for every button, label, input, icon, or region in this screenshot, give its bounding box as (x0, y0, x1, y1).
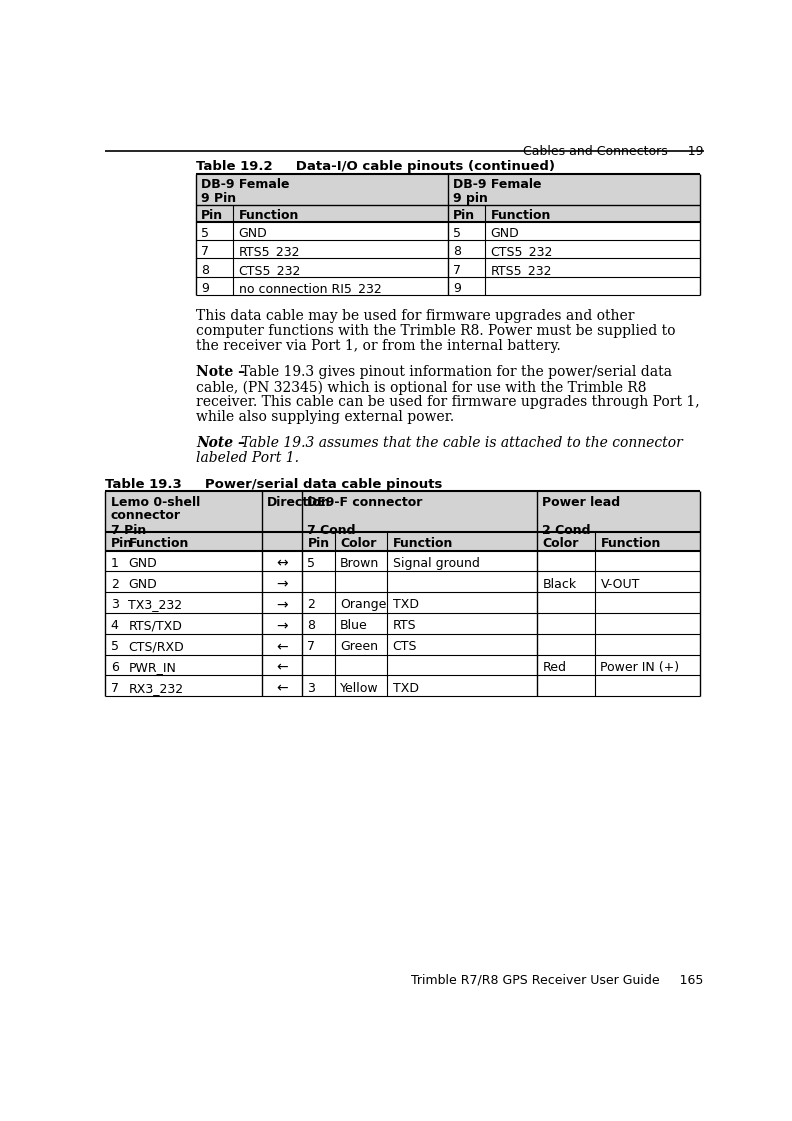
Text: Orange: Orange (340, 599, 386, 611)
Text: Green: Green (340, 640, 378, 654)
Text: Power lead: Power lead (543, 495, 620, 509)
Text: 8: 8 (453, 245, 461, 259)
Text: 7: 7 (201, 245, 209, 259)
Text: 2: 2 (111, 577, 119, 591)
Text: Color: Color (340, 537, 376, 549)
Text: receiver. This cable can be used for firmware upgrades through Port 1,: receiver. This cable can be used for fir… (196, 396, 699, 409)
Text: ←: ← (276, 640, 287, 654)
Text: Trimble R7/R8 GPS Receiver User Guide     165: Trimble R7/R8 GPS Receiver User Guide 16… (411, 973, 703, 986)
Text: 8: 8 (201, 263, 209, 277)
Text: ←: ← (276, 660, 287, 675)
Text: 6: 6 (111, 660, 119, 674)
Text: V-OUT: V-OUT (600, 577, 640, 591)
Text: 8: 8 (307, 619, 315, 632)
Text: Power IN (+): Power IN (+) (600, 660, 680, 674)
Text: 3: 3 (307, 682, 315, 695)
Text: DB-9 Female: DB-9 Female (453, 178, 542, 192)
Text: RX3_232: RX3_232 (128, 682, 184, 695)
Text: Lemo 0-shell: Lemo 0-shell (111, 495, 200, 509)
Bar (105, 532, 699, 550)
Text: →: → (276, 619, 287, 633)
Text: ←: ← (276, 682, 287, 696)
Text: 7: 7 (307, 640, 315, 654)
Text: Function: Function (600, 537, 661, 549)
Text: CTS: CTS (393, 640, 417, 654)
Bar (196, 174, 699, 205)
Text: Yellow: Yellow (340, 682, 379, 695)
Text: →: → (276, 577, 287, 592)
Text: This data cable may be used for firmware upgrades and other: This data cable may be used for firmware… (196, 309, 634, 323)
Text: TXD: TXD (393, 682, 419, 695)
Text: 2: 2 (307, 599, 315, 611)
Text: Function: Function (393, 537, 453, 549)
Text: Table 19.3 gives pinout information for the power/serial data: Table 19.3 gives pinout information for … (241, 365, 672, 379)
Text: RTS5_232: RTS5_232 (238, 245, 300, 259)
Text: 9: 9 (201, 282, 209, 295)
Text: TX3_232: TX3_232 (128, 599, 183, 611)
Text: no connection RI5_232: no connection RI5_232 (238, 282, 381, 295)
Text: Cables and Connectors     19: Cables and Connectors 19 (523, 145, 703, 158)
Text: GND: GND (238, 226, 267, 240)
Text: Function: Function (490, 210, 550, 222)
Text: 7: 7 (453, 263, 461, 277)
Text: Black: Black (543, 577, 577, 591)
Text: ↔: ↔ (276, 557, 287, 571)
Text: the receiver via Port 1, or from the internal battery.: the receiver via Port 1, or from the int… (196, 340, 561, 353)
Text: CTS5_232: CTS5_232 (238, 263, 301, 277)
Text: GND: GND (128, 557, 157, 569)
Text: CTS/RXD: CTS/RXD (128, 640, 185, 654)
Text: 5: 5 (453, 226, 461, 240)
Text: 9: 9 (453, 282, 461, 295)
Text: 1: 1 (111, 557, 119, 569)
Text: 5: 5 (307, 557, 315, 569)
Text: GND: GND (490, 226, 519, 240)
Text: 7 Pin: 7 Pin (111, 524, 146, 537)
Text: while also supplying external power.: while also supplying external power. (196, 410, 454, 424)
Text: 9 pin: 9 pin (453, 193, 488, 205)
Text: 2 Cond: 2 Cond (543, 524, 591, 537)
Text: DB-9 Female: DB-9 Female (201, 178, 290, 192)
Bar (105, 491, 699, 532)
Text: Signal ground: Signal ground (393, 557, 480, 569)
Text: Table 19.2     Data-I/O cable pinouts (continued): Table 19.2 Data-I/O cable pinouts (conti… (196, 160, 555, 173)
Text: 5: 5 (201, 226, 209, 240)
Text: →: → (276, 599, 287, 612)
Text: computer functions with the Trimble R8. Power must be supplied to: computer functions with the Trimble R8. … (196, 324, 676, 339)
Text: Note –: Note – (196, 365, 249, 379)
Bar (196, 205, 699, 222)
Text: RTS/TXD: RTS/TXD (128, 619, 182, 632)
Text: Red: Red (543, 660, 566, 674)
Text: Table 19.3     Power/serial data cable pinouts: Table 19.3 Power/serial data cable pinou… (105, 479, 443, 491)
Text: Brown: Brown (340, 557, 379, 569)
Text: labeled Port 1.: labeled Port 1. (196, 451, 299, 465)
Text: 5: 5 (111, 640, 119, 654)
Text: RTS5_232: RTS5_232 (490, 263, 552, 277)
Text: Pin: Pin (453, 210, 475, 222)
Text: Direction: Direction (267, 495, 331, 509)
Text: RTS: RTS (393, 619, 417, 632)
Text: CTS5_232: CTS5_232 (490, 245, 553, 259)
Text: PWR_IN: PWR_IN (128, 660, 177, 674)
Text: 7 Cond: 7 Cond (307, 524, 356, 537)
Text: Function: Function (128, 537, 188, 549)
Text: connector: connector (111, 509, 181, 522)
Text: GND: GND (128, 577, 157, 591)
Text: cable, (PN 32345) which is optional for use with the Trimble R8: cable, (PN 32345) which is optional for … (196, 380, 646, 395)
Text: Note –: Note – (196, 436, 249, 450)
Text: Color: Color (543, 537, 579, 549)
Text: 7: 7 (111, 682, 119, 695)
Text: Table 19.3 assumes that the cable is attached to the connector: Table 19.3 assumes that the cable is att… (241, 436, 683, 450)
Text: Function: Function (238, 210, 299, 222)
Text: 4: 4 (111, 619, 119, 632)
Text: DE9-F connector: DE9-F connector (307, 495, 423, 509)
Text: 3: 3 (111, 599, 119, 611)
Text: Pin: Pin (201, 210, 223, 222)
Text: Blue: Blue (340, 619, 367, 632)
Text: 9 Pin: 9 Pin (201, 193, 237, 205)
Text: Pin: Pin (111, 537, 133, 549)
Text: Pin: Pin (307, 537, 329, 549)
Text: TXD: TXD (393, 599, 419, 611)
